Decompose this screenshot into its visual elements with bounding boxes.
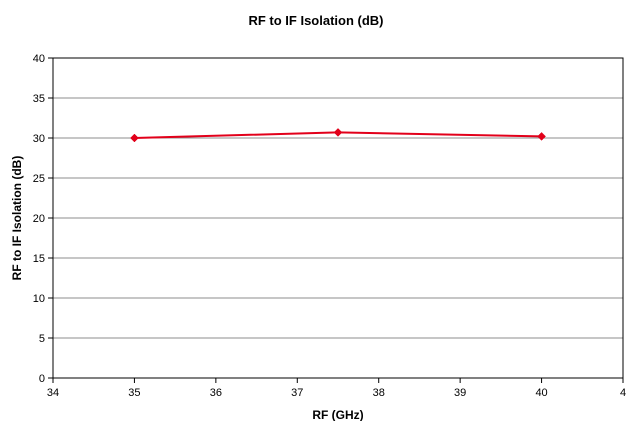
- y-tick-label: 20: [33, 213, 45, 225]
- y-axis-title: RF to IF Isolation (dB): [10, 156, 24, 281]
- data-point-marker: [130, 133, 139, 143]
- x-tick-label: 37: [291, 387, 303, 399]
- y-axis-tick-labels: 0 5 10 15 20 25 30 35 40: [33, 53, 45, 385]
- x-tick-label: 4: [620, 387, 626, 399]
- x-tick-label: 35: [128, 387, 140, 399]
- x-tick-label: 39: [454, 387, 466, 399]
- x-axis-tick-labels: 34 35 36 37 38 39 40 4: [47, 387, 626, 399]
- data-point-marker: [333, 128, 343, 137]
- x-axis-title: RF (GHz): [312, 408, 363, 421]
- y-tick-label: 25: [33, 173, 45, 185]
- y-tick-label: 5: [39, 333, 45, 345]
- y-tick-label: 30: [33, 133, 45, 145]
- x-tick-label: 36: [210, 387, 222, 399]
- axis-ticks: [48, 57, 624, 383]
- x-tick-label: 34: [47, 387, 59, 399]
- y-tick-label: 35: [33, 93, 45, 105]
- data-point-marker: [537, 132, 546, 141]
- chart-title: RF to IF Isolation (dB): [248, 13, 383, 28]
- x-tick-label: 40: [535, 387, 547, 399]
- y-tick-label: 40: [33, 53, 45, 65]
- y-tick-label: 15: [33, 253, 45, 265]
- x-tick-label: 38: [373, 387, 385, 399]
- y-tick-label: 0: [39, 373, 45, 385]
- y-tick-label: 10: [33, 293, 45, 305]
- series-layer: [130, 128, 546, 143]
